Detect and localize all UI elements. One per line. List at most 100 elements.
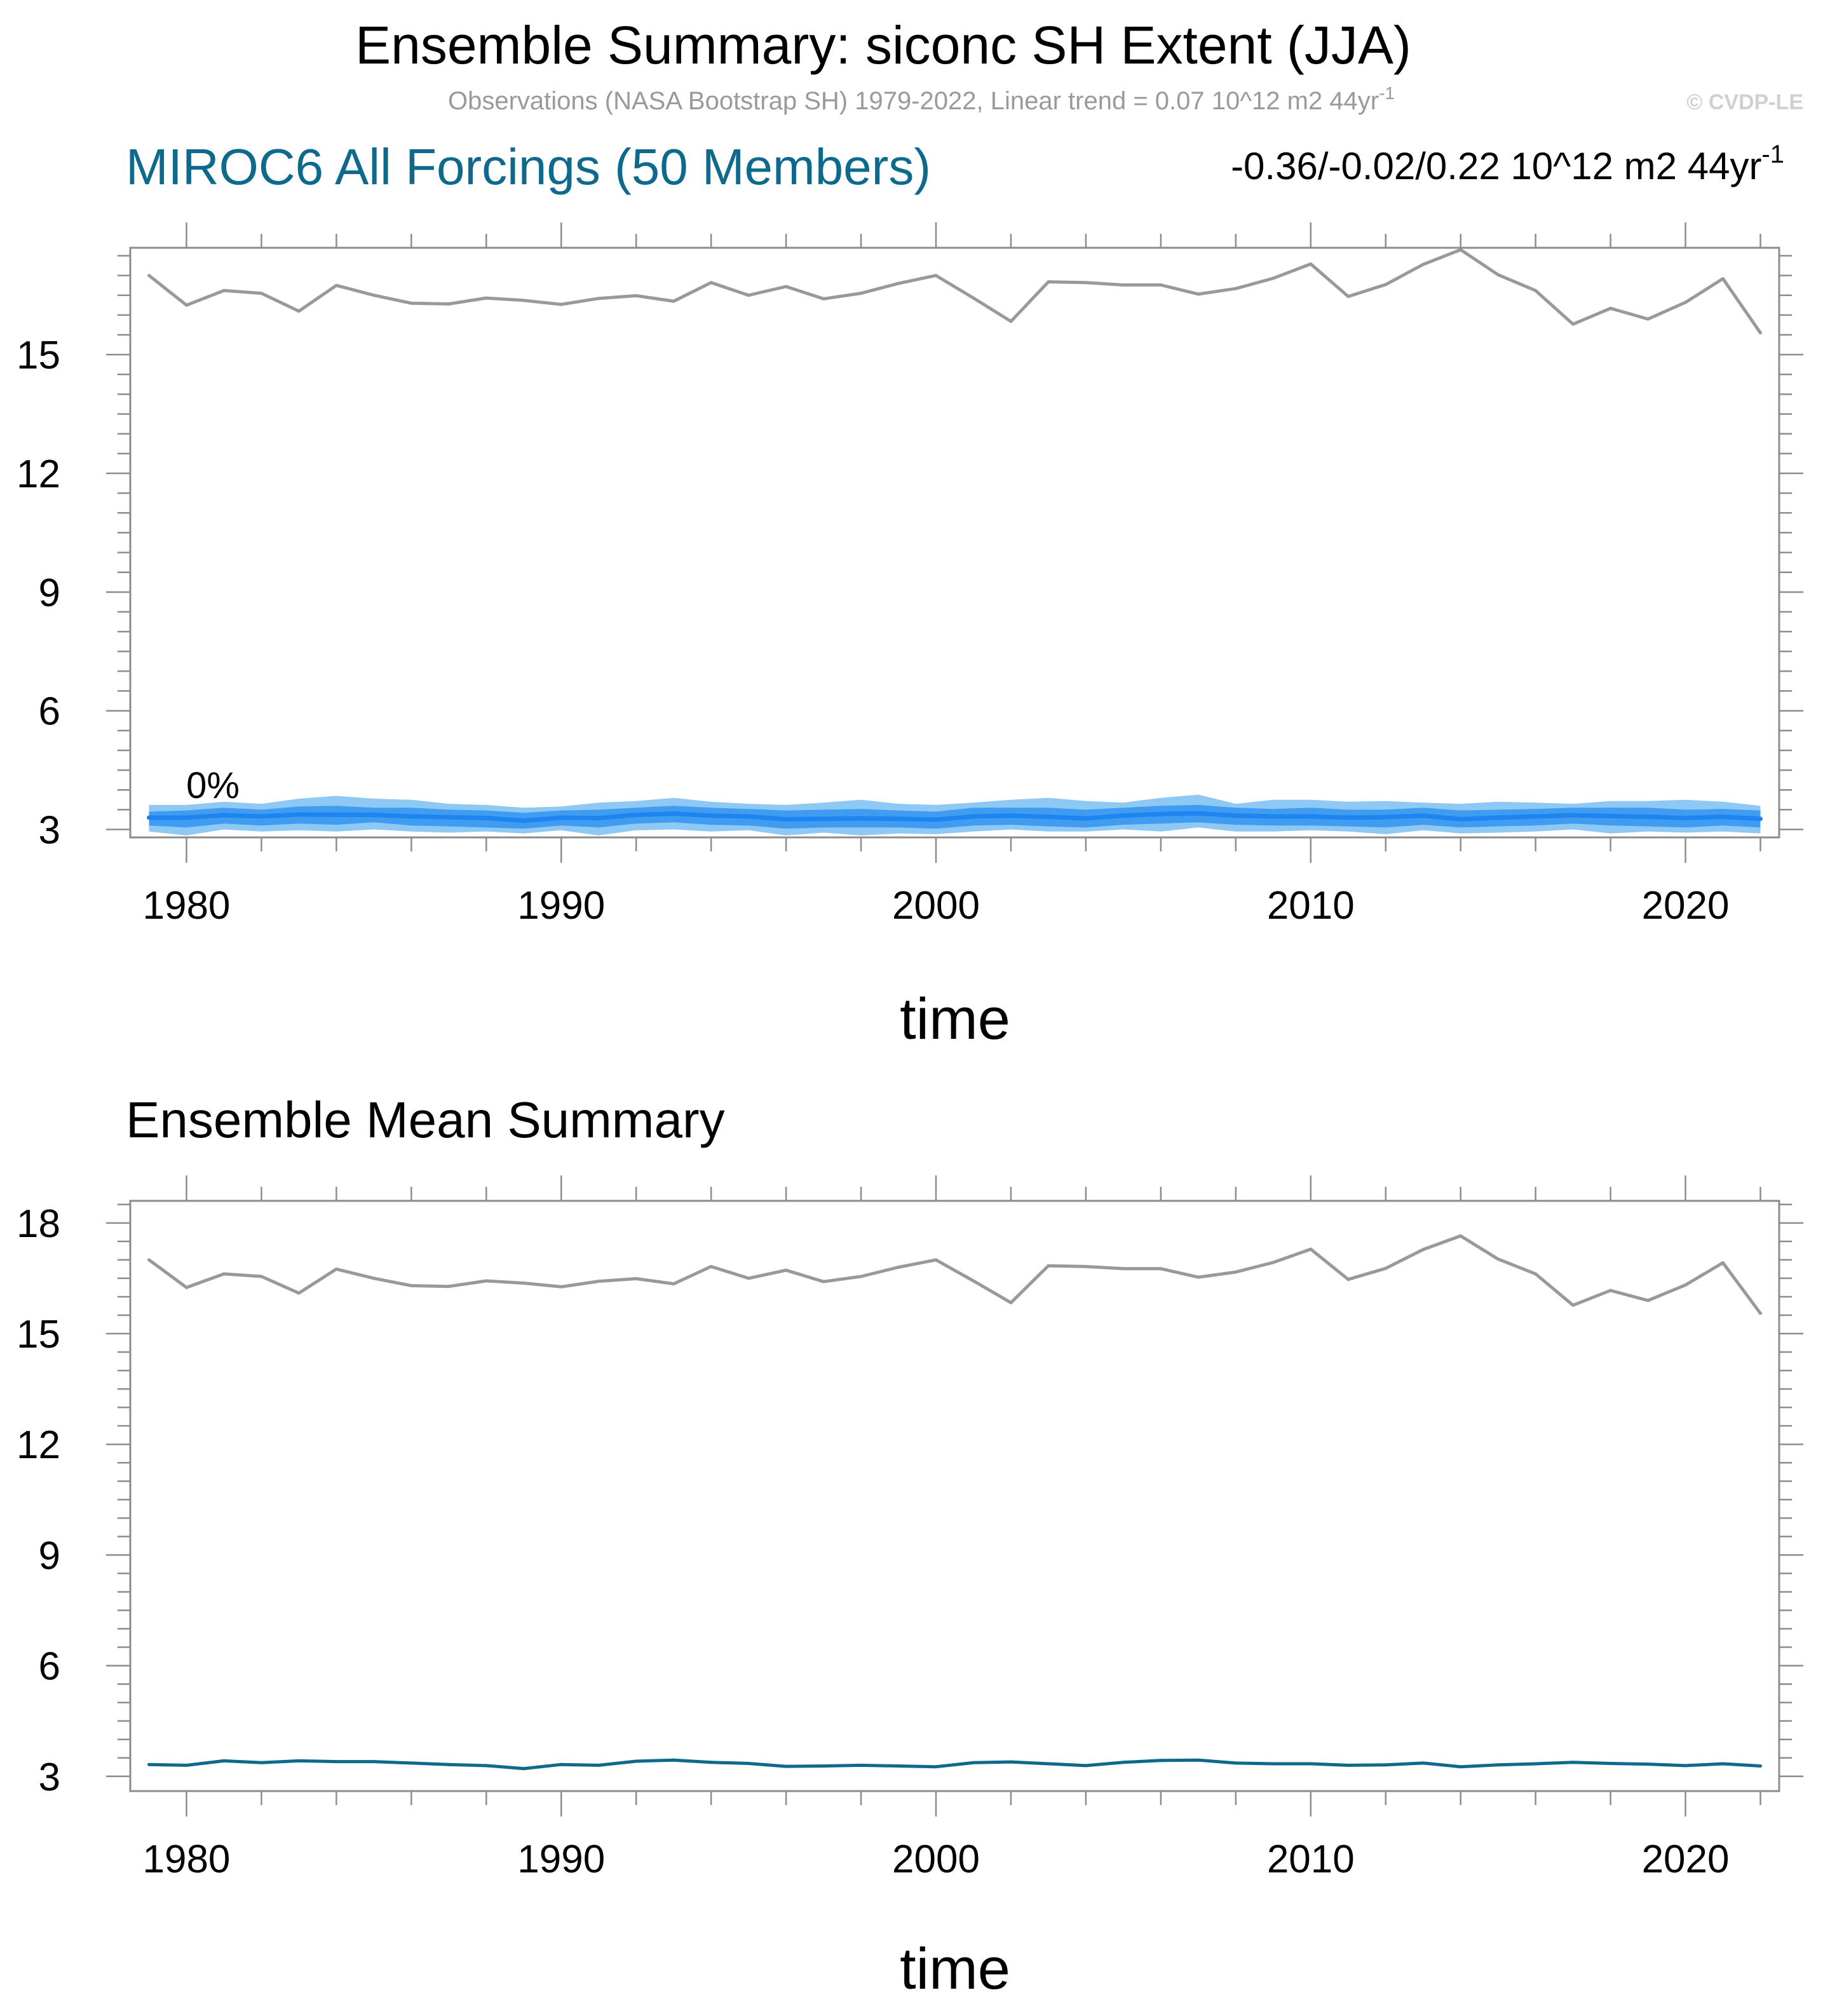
observations-line-point bbox=[1721, 1261, 1725, 1264]
panel-top-plot: 3 6 9 12 15 1980 1990 2000 2010 2020 0% time bbox=[17, 222, 1803, 1052]
observations-line-point bbox=[372, 1276, 376, 1280]
observations-line-point bbox=[409, 301, 413, 305]
trend-summary-text: -0.36/-0.02/0.22 10^12 m2 44yr bbox=[1231, 145, 1761, 187]
observations-line-point bbox=[147, 1258, 151, 1262]
ensemble-median-line-point bbox=[896, 816, 901, 822]
ensemble-mean-line-point bbox=[672, 1758, 675, 1762]
bottom-x-tick-labels: 1980 1990 2000 2010 2020 bbox=[142, 1837, 1729, 1881]
y-tick-label: 15 bbox=[17, 1313, 60, 1356]
ensemble-mean-line-point bbox=[447, 1762, 451, 1766]
top-x-tick-labels: 1980 1990 2000 2010 2020 bbox=[142, 884, 1729, 928]
ensemble-mean-line-point bbox=[709, 1761, 713, 1764]
ensemble-mean-line-point bbox=[147, 1762, 151, 1766]
ensemble-mean-line-point bbox=[784, 1764, 788, 1768]
ensemble-median-line-point bbox=[409, 814, 414, 819]
ensemble-median-line-point bbox=[1646, 815, 1651, 820]
observations-line-point bbox=[1346, 1278, 1350, 1282]
x-tick-label: 2000 bbox=[892, 1837, 980, 1881]
observations-line-point bbox=[447, 1285, 451, 1289]
ensemble-median-line-point bbox=[1196, 811, 1201, 816]
observations-line-point bbox=[934, 1258, 938, 1262]
observations-line-point bbox=[222, 288, 226, 292]
x-tick-label: 2020 bbox=[1642, 884, 1730, 928]
observations-line-point bbox=[1459, 248, 1463, 252]
observations-line-point bbox=[1534, 1272, 1538, 1276]
ensemble-median-line-point bbox=[1683, 816, 1688, 820]
observations-line-point bbox=[1571, 1303, 1575, 1307]
observations-line bbox=[148, 1234, 1762, 1315]
ensemble-mean-line-point bbox=[1009, 1760, 1013, 1764]
observations-line-point bbox=[1234, 1270, 1238, 1274]
top-x-axis-title: time bbox=[900, 987, 1010, 1052]
observations-line-point bbox=[747, 1276, 750, 1280]
x-tick-label: 1990 bbox=[517, 884, 605, 928]
ensemble-median-line-point bbox=[1046, 815, 1051, 820]
x-tick-label: 1990 bbox=[517, 1837, 605, 1881]
ensemble-mean-line-point bbox=[1047, 1762, 1050, 1766]
copyright-mark: © CVDP-LE bbox=[1686, 90, 1803, 114]
y-tick-label: 18 bbox=[17, 1202, 60, 1246]
observations-line-point bbox=[1309, 1247, 1313, 1251]
ensemble-mean-line-point bbox=[597, 1763, 600, 1767]
observations-line-point bbox=[1496, 273, 1500, 276]
observations-line-point bbox=[559, 1285, 563, 1289]
observations-line-point bbox=[259, 292, 263, 295]
ensemble-mean-line-point bbox=[1759, 1764, 1762, 1768]
observations-line-point bbox=[972, 296, 975, 300]
ensemble-mean-line-point bbox=[1609, 1762, 1613, 1765]
x-tick-label: 2020 bbox=[1642, 1837, 1730, 1881]
observations-line-point bbox=[634, 1277, 638, 1280]
ensemble-mean-line-point bbox=[1534, 1762, 1538, 1766]
y-tick-label: 9 bbox=[39, 1534, 60, 1578]
ensemble-median-line-point bbox=[334, 813, 339, 817]
top-axis-ticks bbox=[106, 222, 1803, 863]
observations-line-point bbox=[634, 294, 638, 297]
bottom-x-axis-title: time bbox=[900, 1937, 1010, 2001]
ensemble-median-line-point bbox=[446, 815, 451, 820]
ensemble-mean-line-point bbox=[1346, 1763, 1350, 1767]
y-tick-label: 9 bbox=[39, 571, 60, 615]
bottom-series-lines bbox=[147, 1234, 1762, 1771]
y-tick-label: 15 bbox=[17, 334, 60, 377]
ensemble-mean-line-point bbox=[259, 1761, 263, 1764]
ensemble-median-line-point bbox=[259, 814, 264, 819]
ensemble-median-line-point bbox=[559, 815, 564, 820]
observations-line-point bbox=[897, 1266, 900, 1269]
observations-line-point bbox=[934, 274, 938, 278]
observations-line-point bbox=[972, 1279, 975, 1283]
chart-subtitle-sup: -1 bbox=[1379, 83, 1395, 103]
ensemble-median-line-point bbox=[746, 814, 751, 819]
observations-line-point bbox=[1009, 1301, 1013, 1304]
ensemble-mean-line-point bbox=[185, 1763, 188, 1767]
observations-line-point bbox=[897, 281, 900, 285]
ensemble-median-line-point bbox=[1233, 813, 1238, 818]
x-tick-label: 1980 bbox=[142, 1837, 230, 1881]
ensemble-mean-line-point bbox=[522, 1767, 525, 1771]
observations-line-point bbox=[1271, 1261, 1275, 1264]
ensemble-median-line-point bbox=[971, 814, 976, 819]
ensemble-median-line-point bbox=[147, 815, 151, 820]
observations-line-point bbox=[372, 294, 376, 297]
observations-line-point bbox=[522, 1282, 525, 1285]
trend-summary-sup: -1 bbox=[1761, 140, 1784, 168]
observations-line-point bbox=[1534, 288, 1538, 292]
ensemble-median-line-point bbox=[1758, 816, 1763, 822]
observations-line-point bbox=[672, 1282, 675, 1286]
ensemble-median-line-point bbox=[634, 813, 639, 817]
ensemble-mean-line-point bbox=[1646, 1762, 1650, 1766]
top-series-lines bbox=[147, 248, 1763, 823]
trend-summary: -0.36/-0.02/0.22 10^12 m2 44yr-1 bbox=[1231, 140, 1784, 187]
ensemble-mean-line-point bbox=[934, 1765, 938, 1769]
ensemble-mean-line-point bbox=[822, 1764, 825, 1768]
observations-line-point bbox=[484, 1279, 488, 1283]
observations-line-point bbox=[484, 296, 488, 300]
observations-line-point bbox=[1309, 262, 1313, 266]
observations-line-point bbox=[147, 274, 151, 278]
observations-line-point bbox=[784, 1268, 788, 1272]
ensemble-median-line-point bbox=[933, 817, 939, 822]
observations-line-point bbox=[297, 1291, 301, 1295]
observations-line-point bbox=[297, 309, 301, 313]
ensemble-mean-line-point bbox=[897, 1764, 900, 1768]
x-tick-label: 2000 bbox=[892, 884, 980, 928]
y-tick-label: 12 bbox=[17, 1423, 60, 1467]
